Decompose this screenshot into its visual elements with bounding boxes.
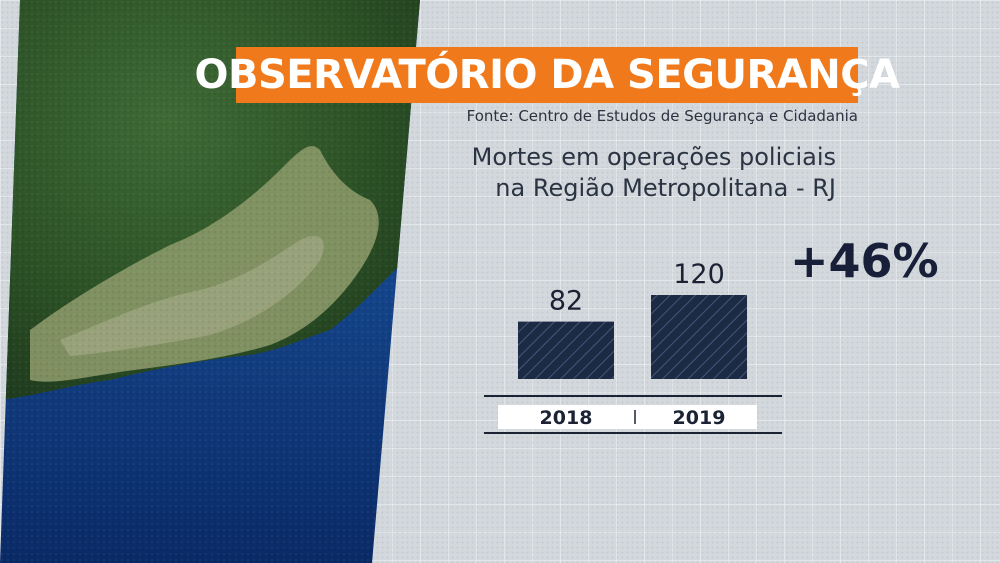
percent-change-label: +46%	[790, 234, 939, 288]
subtitle-line-2: na Região Metropolitana - RJ	[495, 174, 836, 202]
tick-label-2018: 2018	[540, 407, 593, 429]
tick-label-2019: 2019	[673, 407, 726, 429]
page-title: OBSERVATÓRIO DA SEGURANÇA	[194, 52, 901, 98]
bar-chart: 82 120 2018 2019	[484, 259, 782, 434]
category-strip	[498, 405, 757, 429]
source-caption: Fonte: Centro de Estudos de Segurança e …	[466, 107, 858, 125]
bar-2018	[518, 321, 614, 379]
title-banner: OBSERVATÓRIO DA SEGURANÇA	[195, 47, 900, 103]
data-label-2018: 82	[549, 286, 583, 317]
bar-2019	[651, 295, 747, 379]
chart-subtitle: Mortes em operações policiais na Região …	[472, 142, 836, 204]
data-label-2019: 120	[673, 259, 725, 290]
subtitle-line-1: Mortes em operações policiais	[471, 143, 836, 171]
